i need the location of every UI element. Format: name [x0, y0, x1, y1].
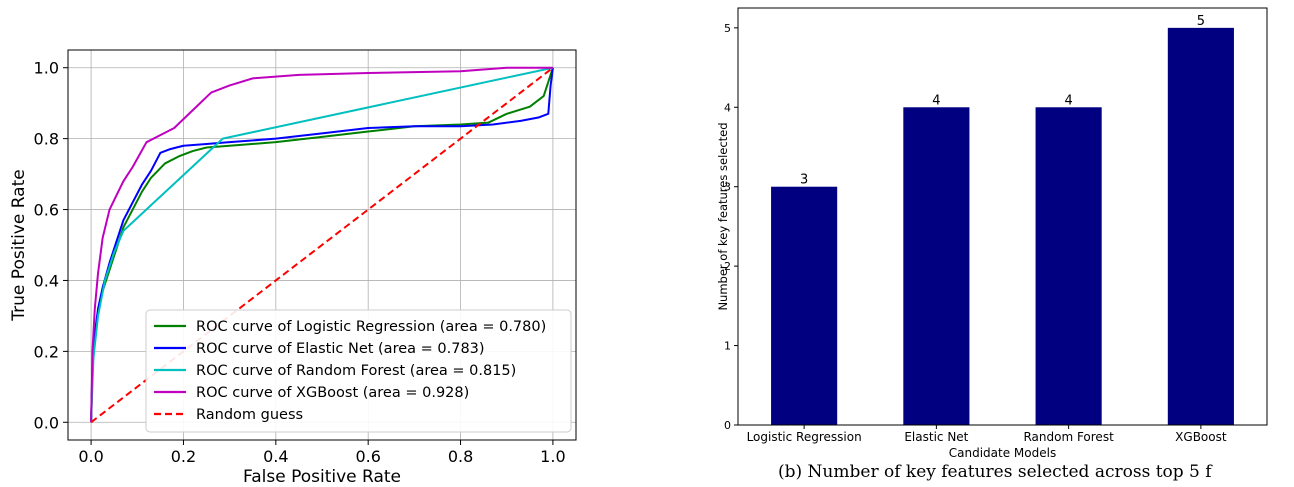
- roc-x-axis-label: False Positive Rate: [243, 467, 401, 487]
- roc-y-tick-label: 0.2: [34, 342, 59, 361]
- roc-x-tick-label: 1.0: [540, 447, 565, 466]
- bar-data-label: 4: [932, 93, 940, 108]
- roc-y-tick-label: 0.4: [34, 271, 59, 290]
- bar-x-tick-label: Elastic Net: [904, 430, 968, 444]
- roc-y-tick-label: 0.0: [34, 413, 59, 432]
- bar-data-label: 3: [800, 173, 808, 188]
- bar-0: [771, 187, 837, 425]
- bar-y-axis-label: Number of key features selected: [716, 122, 730, 310]
- bar-data-label: 5: [1197, 14, 1205, 29]
- roc-x-tick-label: 0.8: [448, 447, 473, 466]
- roc-x-tick-label: 0.2: [171, 447, 196, 466]
- bar-y-tick-label: 4: [724, 101, 731, 114]
- roc-legend-entry-4: Random guess: [196, 407, 303, 423]
- roc-y-tick-label: 0.8: [34, 130, 59, 149]
- roc-x-tick-label: 0.6: [355, 447, 380, 466]
- bar-1: [903, 107, 969, 425]
- bar-x-axis-label: Candidate Models: [949, 446, 1056, 460]
- feature-count-bar-chart: 3 Logistic Regression 4 Elastic Net 4 Random …: [716, 8, 1267, 460]
- roc-chart: 0.0 0.2 0.4 0.6 0.8 1.0 0.0 0.2 0.4 0.6 0.8 1.0 Fals…: [9, 50, 576, 487]
- roc-legend-entry-0: ROC curve of Logistic Regression (area =…: [196, 319, 546, 335]
- bar-y-tick-label: 5: [724, 22, 731, 35]
- roc-legend-entry-2: ROC curve of Random Forest (area = 0.815…: [196, 363, 516, 379]
- roc-y-axis-label: True Positive Rate: [9, 169, 29, 321]
- roc-y-tick-label: 0.6: [34, 201, 59, 220]
- roc-x-tick-label: 0.0: [78, 447, 103, 466]
- bar-y-tick-label: 0: [724, 419, 731, 432]
- bar-data-label: 4: [1064, 93, 1072, 108]
- bar-x-tick-label: Logistic Regression: [747, 430, 862, 444]
- roc-legend-entry-3: ROC curve of XGBoost (area = 0.928): [196, 385, 469, 401]
- subfigure-caption: (b) Number of key features selected acro…: [778, 462, 1294, 487]
- bar-x-tick-label: XGBoost: [1175, 430, 1227, 444]
- bar-3: [1168, 28, 1234, 425]
- roc-legend-entry-1: ROC curve of Elastic Net (area = 0.783): [196, 341, 485, 357]
- bar-2: [1036, 107, 1102, 425]
- bar-x-tick-label: Random Forest: [1023, 430, 1114, 444]
- roc-x-tick-label: 0.4: [263, 447, 288, 466]
- bar-y-tick-label: 1: [724, 340, 731, 353]
- roc-y-tick-label: 1.0: [34, 59, 59, 78]
